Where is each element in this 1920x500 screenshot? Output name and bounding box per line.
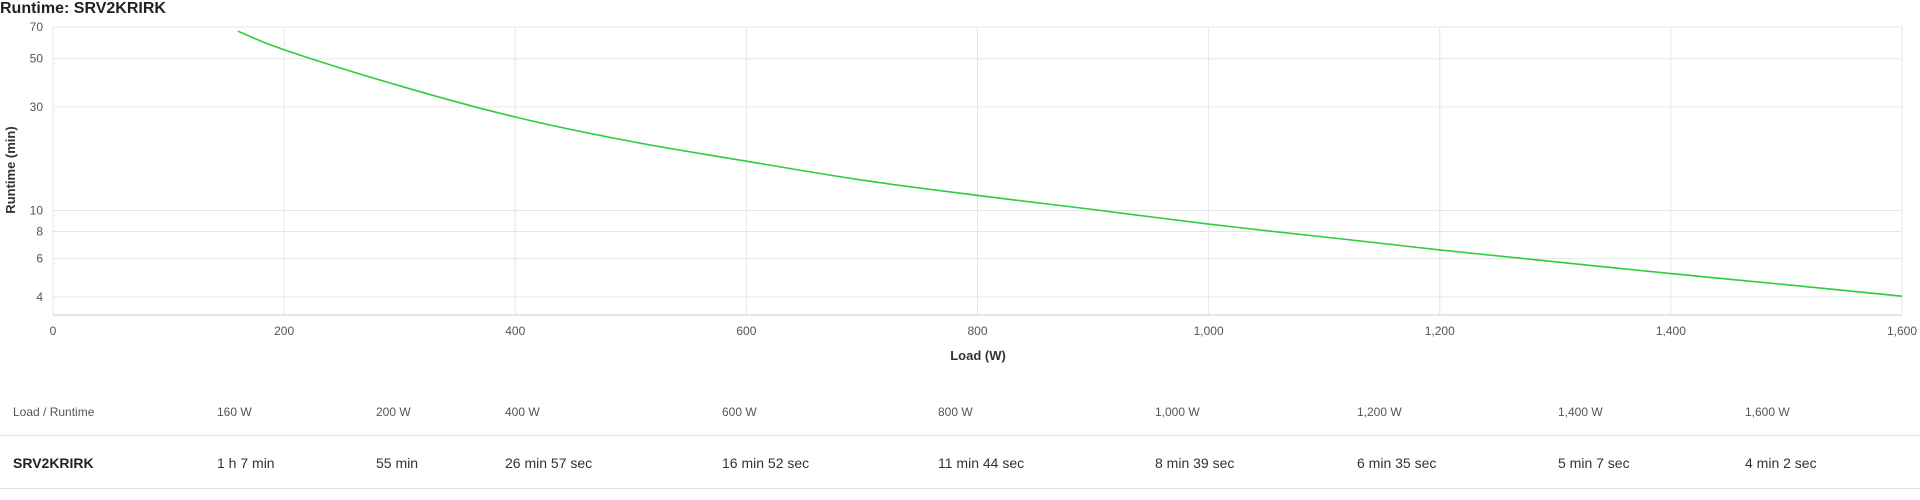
table-header-row: Load / Runtime 160 W 200 W 400 W 600 W 800 W… [0,405,1920,435]
x-tick-label: 1,600 [1887,324,1917,338]
table-row: SRV2KRIRK 1 h 7 min 55 min 26 min 57 sec 16… [0,455,1920,485]
table-cell-runtime: 5 min 7 sec [1558,455,1630,471]
table-cell-runtime: 1 h 7 min [217,455,275,471]
x-tick-label: 600 [736,324,756,338]
table-header-load: 200 W [376,405,411,419]
table-header-label: Load / Runtime [13,405,95,419]
table-divider [0,435,1920,436]
y-tick-label: 10 [30,203,44,217]
table-header-load: 1,400 W [1558,405,1603,419]
y-axis-ticks: 4 6 8 10 30 50 70 [30,20,44,304]
table-cell-runtime: 4 min 2 sec [1745,455,1817,471]
grid [52,26,1903,315]
table-header-load: 160 W [217,405,252,419]
x-tick-label: 0 [50,324,57,338]
x-tick-label: 800 [967,324,987,338]
x-tick-label: 1,000 [1194,324,1224,338]
table-cell-runtime: 55 min [376,455,419,471]
table-divider [0,488,1920,489]
series [237,30,1903,297]
x-tick-label: 400 [505,324,525,338]
table-cell-runtime: 8 min 39 sec [1155,455,1235,471]
table-header-load: 800 W [938,405,973,419]
y-tick-label: 6 [36,252,43,266]
chart-title: Runtime: SRV2KRIRK [0,0,166,17]
table-cell-runtime: 11 min 44 sec [938,455,1025,471]
x-tick-label: 200 [274,324,294,338]
y-tick-label: 50 [30,52,44,66]
x-tick-label: 1,200 [1425,324,1455,338]
y-tick-label: 30 [30,100,44,114]
table-cell-runtime: 6 min 35 sec [1357,455,1437,471]
table-cell-runtime: 26 min 57 sec [505,455,593,471]
runtime-chart: 4 6 8 10 30 50 70 0 200 400 600 800 1,000 1,200 1,400… [3,20,1918,363]
y-axis-label: Runtime (min) [3,126,18,213]
x-axis-ticks: 0 200 400 600 800 1,000 1,200 1,400 1,600 [50,324,1918,338]
y-tick-label: 4 [36,290,43,304]
runtime-series-line [237,30,1903,297]
table-header-load: 1,600 W [1745,405,1790,419]
x-axis-label: Load (W) [950,348,1006,363]
runtime-table: Load / Runtime 160 W 200 W 400 W 600 W 800 W… [0,390,1920,490]
table-header-load: 1,000 W [1155,405,1200,419]
y-tick-label: 70 [30,20,44,34]
x-tick-label: 1,400 [1656,324,1686,338]
y-tick-label: 8 [36,225,43,239]
table-header-load: 400 W [505,405,540,419]
table-header-load: 1,200 W [1357,405,1402,419]
table-cell-runtime: 16 min 52 sec [722,455,810,471]
table-row-label: SRV2KRIRK [13,455,94,471]
table-header-load: 600 W [722,405,757,419]
